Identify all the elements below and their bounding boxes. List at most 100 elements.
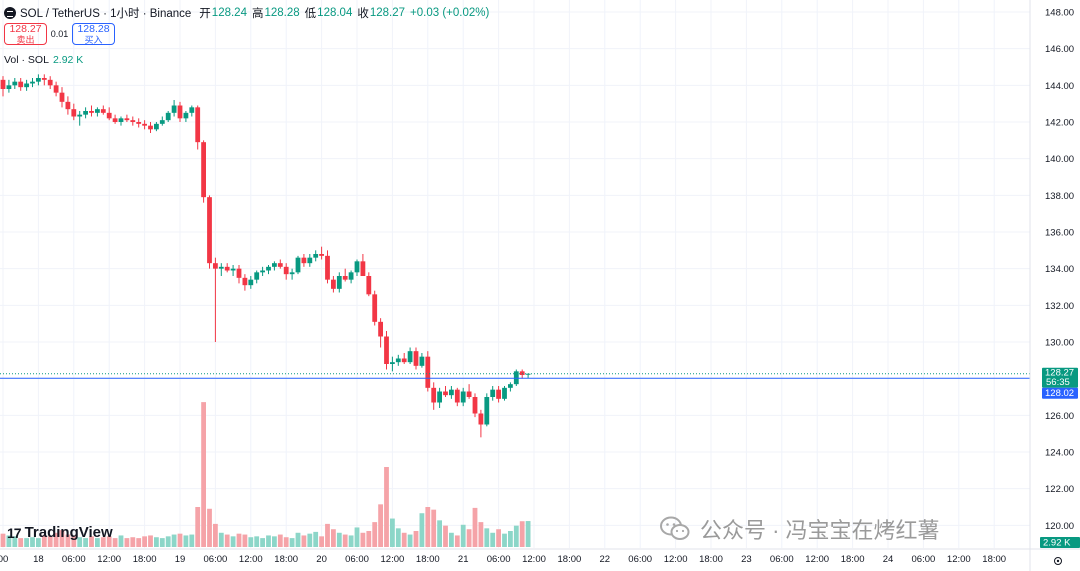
volume-bar	[30, 537, 35, 547]
time-tick-label: 18:00	[133, 554, 157, 565]
tradingview-logo[interactable]: 17 TradingView	[7, 524, 113, 541]
volume-bar	[390, 518, 395, 547]
price-tick-label: 136.00	[1045, 228, 1074, 239]
volume-bar	[148, 535, 153, 547]
volume-bar	[496, 529, 501, 547]
price-tick-label: 120.00	[1045, 521, 1074, 532]
volume-bar	[95, 538, 100, 547]
symbol-title[interactable]: SOL / TetherUS · 1小时 · Binance	[20, 8, 192, 20]
buy-price: 128.28	[77, 23, 110, 35]
settings-gear-icon[interactable]	[1054, 557, 1062, 565]
candle-body	[159, 120, 165, 124]
volume-bar	[366, 531, 372, 547]
candle-body	[395, 358, 401, 363]
volume-bar	[472, 507, 478, 547]
price-tick-label: 132.00	[1045, 301, 1074, 312]
candle-body	[384, 336, 389, 364]
time-tick-label: 06:00	[770, 554, 794, 565]
volume-bar	[313, 531, 319, 547]
price-tick-label: 146.00	[1045, 44, 1074, 55]
volume-bar	[106, 536, 112, 547]
volume-bar	[41, 535, 47, 547]
candle-body	[301, 257, 307, 264]
volume-bar	[254, 536, 260, 547]
price-line	[0, 373, 1030, 379]
candle-body	[59, 92, 65, 102]
spread-value: 0.01	[50, 29, 69, 39]
price-tick-label: 144.00	[1045, 81, 1074, 92]
volume-bar	[307, 533, 313, 547]
candle-body	[502, 387, 507, 399]
volume-bar	[165, 536, 171, 547]
volume-bar	[159, 538, 165, 547]
candle-body	[513, 371, 519, 385]
candle-body	[100, 109, 106, 113]
volume-bar	[431, 509, 437, 547]
volume-bar	[419, 513, 425, 547]
time-tick-label: 12:00	[239, 554, 263, 565]
sell-label: 卖出	[16, 35, 35, 45]
volume-bar	[218, 532, 224, 547]
candle-body	[148, 125, 153, 130]
price-tick-label: 124.00	[1045, 448, 1074, 459]
volume-bar	[142, 536, 147, 547]
volume-bar	[519, 521, 525, 547]
time-tick-label: 06:00	[345, 554, 369, 565]
volume-bar	[100, 537, 106, 547]
candle-body	[437, 391, 442, 403]
low-value: 128.04	[317, 7, 353, 19]
price-tick-label: 126.00	[1045, 411, 1074, 422]
candle-body	[519, 371, 525, 375]
volume-bar	[425, 507, 431, 547]
open-value: 128.24	[211, 7, 247, 19]
change-value: +0.03 (+0.02%)	[410, 7, 490, 19]
bid-price-label	[1042, 387, 1078, 399]
volume-bar	[325, 523, 330, 547]
bid-price-value: 128.02	[1045, 388, 1074, 399]
volume-bar	[378, 504, 383, 547]
volume-bar	[47, 536, 53, 547]
buy-button[interactable]: 128.28 买入	[72, 23, 115, 45]
sell-button[interactable]: 128.27 卖出	[4, 23, 47, 45]
candle-body	[18, 81, 24, 88]
volume-bar	[272, 536, 277, 547]
candle-body	[6, 85, 12, 89]
time-tick-label: 18:00	[841, 554, 865, 565]
candle-body	[189, 107, 195, 113]
volume-bar	[460, 524, 466, 547]
volume-bar	[342, 534, 348, 547]
volume-bar	[154, 537, 159, 547]
volume-legend[interactable]: Vol · SOL 2.92 K	[4, 54, 83, 66]
candle-body	[283, 266, 289, 275]
candle-body	[118, 118, 124, 122]
candle-body	[366, 276, 372, 295]
volume-bar	[242, 534, 248, 547]
time-axis: 00 18 06:00 12:00 18:00 19 06:00 12:00 18:00 20 06…	[0, 548, 1080, 565]
candle-body	[71, 109, 77, 117]
volume-value: 2.92 K	[52, 54, 84, 66]
candle-body	[165, 112, 171, 121]
candle-body	[307, 257, 313, 264]
volume-bar	[65, 534, 71, 547]
candle-body	[472, 397, 478, 414]
volume-bar	[6, 535, 12, 547]
time-tick-label: 12:00	[947, 554, 971, 565]
volume-bar	[266, 535, 271, 547]
volume-bar	[301, 535, 307, 547]
candle-body	[460, 391, 466, 403]
gear-hub	[1056, 559, 1060, 563]
close-label: 收	[357, 8, 369, 20]
candle-body	[443, 391, 448, 396]
volume-bar	[407, 534, 413, 547]
volume-bar	[230, 536, 236, 547]
volume-bar	[213, 523, 218, 547]
price-tick-label: 134.00	[1045, 264, 1074, 275]
candle-body	[289, 272, 295, 275]
candle-body	[77, 114, 83, 117]
volume-bar	[449, 532, 454, 547]
volume-last-label	[1040, 537, 1080, 548]
time-tick-label: 20	[316, 554, 327, 565]
time-tick-label: 19	[175, 554, 186, 565]
close-value: 128.27	[369, 7, 406, 19]
